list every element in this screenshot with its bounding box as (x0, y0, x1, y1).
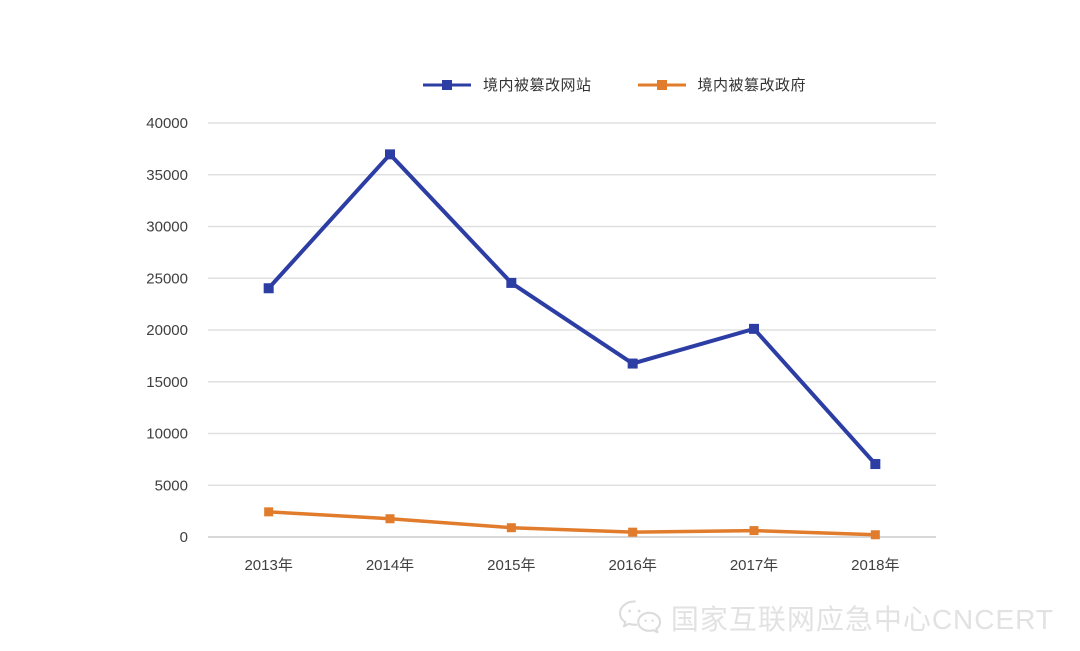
legend-item-websites: 境内被篡改网站 (423, 74, 592, 95)
y-tick-label-40000: 40000 (146, 115, 188, 132)
data-point-marker-s0-2013年 (263, 283, 274, 294)
y-tick-label-0: 0 (180, 529, 188, 546)
data-point-marker-s1-2016年 (628, 527, 638, 537)
y-tick-label-35000: 35000 (146, 167, 188, 184)
x-tick-label-5: 2017年 (730, 557, 778, 574)
series-line-0 (267, 151, 877, 466)
data-point-marker-s1-2013年 (264, 507, 274, 517)
y-tick-label-10000: 10000 (146, 426, 188, 443)
data-point-marker-s1-2014年 (385, 514, 395, 524)
data-point-marker-s1-2017年 (749, 526, 759, 536)
wechat-logo-icon (618, 600, 661, 634)
legend-item-government: 境内被篡改政府 (637, 74, 807, 95)
y-tick-label-20000: 20000 (146, 322, 188, 339)
y-tick-label-15000: 15000 (146, 374, 188, 391)
x-tick-label-3: 2015年 (487, 557, 535, 574)
data-point-marker-s1-2018年 (870, 530, 880, 540)
data-point-marker-s0-2018年 (870, 459, 881, 470)
data-point-marker-s0-2016年 (627, 358, 638, 369)
y-tick-label-30000: 30000 (146, 219, 188, 236)
x-tick-label-2: 2014年 (366, 557, 414, 574)
watermark-text: 国家互联网应急中心CNCERT (670, 604, 1054, 635)
data-point-marker-s0-2017年 (749, 323, 759, 334)
data-point-marker-s0-2014年 (385, 149, 395, 160)
series-line-1 (268, 510, 876, 537)
y-tick-label-25000: 25000 (146, 270, 188, 287)
data-point-marker-s1-2015年 (506, 523, 516, 533)
x-tick-label-4: 2016年 (608, 557, 656, 574)
x-tick-label-6: 2018年 (851, 557, 899, 574)
y-tick-label-5000: 5000 (155, 477, 188, 494)
watermark: 国家互联网应急中心CNCERT (617, 598, 1054, 638)
legend-label-government: 境内被篡改政府 (697, 77, 807, 94)
chart-legend: 境内被篡改网站 境内被篡改政府 (423, 74, 806, 95)
legend-label-websites: 境内被篡改网站 (483, 77, 592, 94)
data-point-marker-s0-2015年 (506, 277, 517, 288)
x-tick-label-1: 2013年 (244, 557, 292, 574)
legend-swatch-government (637, 79, 686, 90)
legend-swatch-websites (423, 79, 471, 90)
